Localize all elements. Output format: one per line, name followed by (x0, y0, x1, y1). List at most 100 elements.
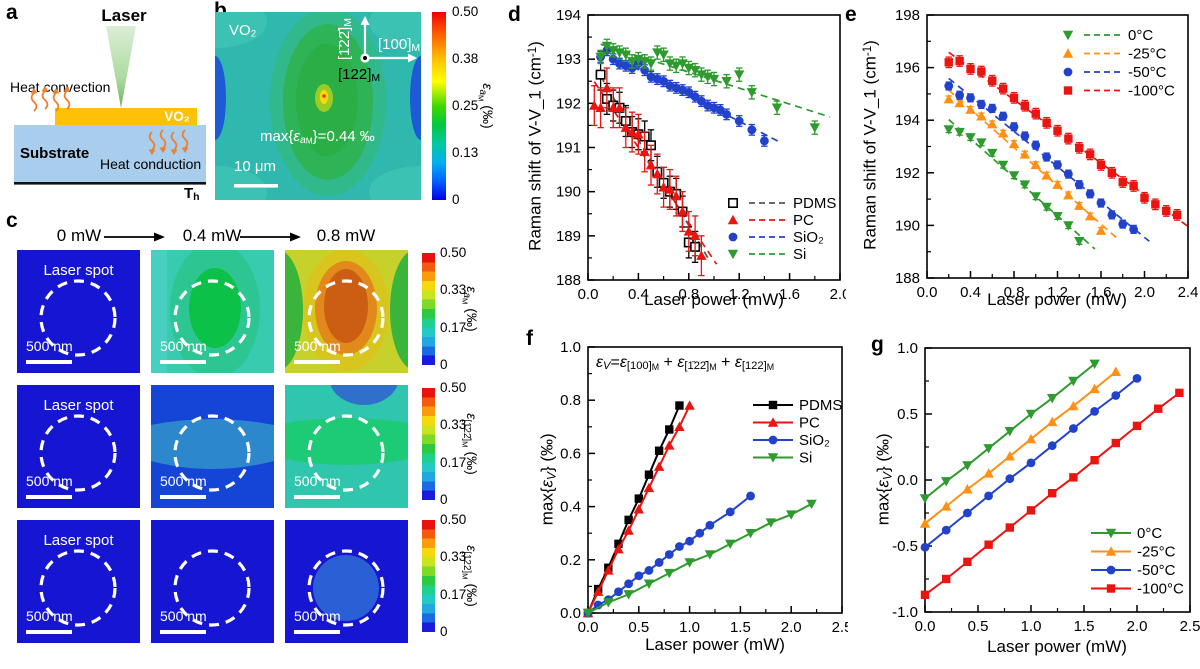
panel-b: b VO₂ [1̄22̄] (212, 0, 512, 208)
colorbar-tick: 0.33 (440, 417, 467, 433)
strain-map-image (17, 250, 140, 373)
panel-a-label: a (6, 1, 18, 24)
svg-text:-50°C: -50°C (1137, 562, 1176, 579)
svg-text:1.2: 1.2 (729, 286, 750, 303)
max-strain-annotation: max{εaM}=0.44 ‰ (260, 128, 375, 147)
strain-map-cell-r0c2: 500 nm (285, 250, 408, 373)
svg-text:191: 191 (556, 140, 581, 157)
hot-plate-line (14, 182, 206, 185)
svg-text:2.5: 2.5 (1180, 618, 1200, 635)
strain-map-cell-r0c0: Laser spot 500 nm (17, 250, 140, 373)
scalebar-label: 500 nm (294, 338, 341, 354)
strain-map-image (17, 520, 140, 643)
svg-text:198: 198 (895, 7, 920, 24)
scalebar-label: 500 nm (160, 338, 207, 354)
colorbar-tick: 0 (440, 492, 448, 507)
laser-spot-circle (39, 414, 117, 492)
colorbar-tick: 0 (440, 357, 448, 372)
svg-text:-50°C: -50°C (1128, 64, 1167, 81)
svg-text:0.4: 0.4 (560, 499, 581, 516)
strain-sum-formula: εV=ε[100]M + ε[1̄22̄]M + ε[122]M (596, 354, 775, 373)
scalebar-line (26, 360, 72, 364)
colorbar-tick: 0.50 (440, 512, 467, 527)
series-PC (589, 67, 707, 277)
svg-text:0.0: 0.0 (917, 284, 938, 301)
svg-text:Si: Si (793, 246, 806, 263)
colorbar-tick: 0.25 (452, 98, 479, 113)
series--25°C (943, 93, 1107, 235)
colorbar-axis-label: εaM (‰) (460, 286, 480, 332)
colorbar-c-row0 (422, 253, 435, 365)
chart-f-svg: 0.0 0.5 1.0 1.5 2.0 2.5 0.0 0.2 0.4 0.6 0.8 1.0 PDMS… (560, 339, 848, 636)
laser-spot-circle (173, 549, 251, 627)
svg-text:1.0: 1.0 (1021, 618, 1042, 635)
strain-map-cell-r2c0: Laser spot 500 nm (17, 520, 140, 643)
svg-text:PC: PC (793, 212, 814, 229)
colorbar-tick: 0.17 (440, 586, 467, 602)
svg-text:1.2: 1.2 (1047, 284, 1068, 301)
svg-text:1.0: 1.0 (897, 340, 918, 357)
panel-g: g max{εV} (‰) Laser power (mW) 0.0 0.5 1.0… (825, 318, 1200, 669)
scalebar-label: 500 nm (160, 608, 207, 624)
scalebar-line (294, 360, 340, 364)
svg-text:189: 189 (556, 228, 581, 245)
axis-122-label: [122]M (338, 66, 381, 85)
svg-text:-100°C: -100°C (1137, 581, 1184, 598)
series-0°C (943, 125, 1085, 247)
scalebar-label: 10 μm (234, 158, 276, 175)
power-header-08: 0.8 mW (316, 226, 376, 245)
chart-f-xlabel: Laser power (mW) (645, 635, 785, 654)
chart-e-xlabel: Laser power (mW) (987, 290, 1127, 309)
series--50°C (920, 373, 1142, 552)
hot-plate-temperature-label: Th (184, 185, 200, 204)
heat-convection-arrows-icon (30, 86, 71, 112)
svg-text:SiO₂: SiO₂ (793, 229, 824, 246)
scalebar-line (26, 495, 72, 499)
svg-text:-0.5: -0.5 (892, 538, 918, 555)
colorbar-tick: 0.17 (440, 319, 467, 335)
laser-spot-circle (307, 279, 385, 357)
axes: 0.0 0.4 0.8 1.2 1.6 2.0 2.4 188 190 192 194 196 198 (895, 7, 1198, 301)
svg-text:194: 194 (556, 7, 581, 24)
heat-convection-label: Heat convection (10, 79, 110, 95)
svg-text:1.5: 1.5 (1074, 618, 1095, 635)
svg-text:190: 190 (556, 184, 581, 201)
svg-text:2.4: 2.4 (1178, 284, 1199, 301)
svg-text:1.0: 1.0 (560, 339, 581, 356)
substrate-label: Substrate (20, 145, 89, 162)
scalebar-label: 500 nm (26, 338, 73, 354)
axis-122bar-label: [1̄22̄]M (335, 18, 355, 61)
schematic-laser-heating: Laser VO₂ Heat convection Substrate Heat… (10, 6, 206, 185)
laser-spot-circle (173, 414, 251, 492)
svg-text:Si: Si (799, 450, 812, 467)
series-0°C (919, 359, 1100, 504)
strain-map-cell-r1c1: 500 nm (151, 385, 274, 508)
colorbar-tick: 0.33 (440, 282, 467, 298)
vo2-label: VO₂ (164, 109, 190, 124)
colorbar-axis-label: ε[122]M (‰) (460, 545, 480, 607)
svg-text:192: 192 (556, 95, 581, 112)
svg-text:PDMS: PDMS (793, 195, 836, 212)
heat-conduction-arrows-icon (148, 129, 189, 155)
svg-text:2.0: 2.0 (781, 619, 802, 636)
plot-box (587, 346, 843, 614)
crystal-axes-icon (360, 16, 417, 63)
svg-text:0.8: 0.8 (560, 392, 581, 409)
scalebar-line (160, 360, 206, 364)
strain-map-image (285, 520, 408, 643)
strain-map-image (285, 385, 408, 508)
scalebar-line (160, 495, 206, 499)
colorbar-tick: 0.50 (440, 380, 467, 395)
svg-text:1.6: 1.6 (1091, 284, 1112, 301)
chart-e-svg: 0.0 0.4 0.8 1.2 1.6 2.0 2.41881901921941961980… (895, 7, 1198, 301)
svg-text:0°C: 0°C (1137, 525, 1162, 542)
colorbar-c-row1 (422, 388, 435, 500)
map-material-label: VO₂ (229, 22, 257, 39)
strain-map-cell-r2c1: 500 nm (151, 520, 274, 643)
laser-spot-circle (39, 279, 117, 357)
svg-text:0.8: 0.8 (678, 286, 699, 303)
panel-c: c 0 mW 0.4 mW 0.8 mW Laser spot 500 nm 500… (0, 208, 492, 669)
svg-text:0.5: 0.5 (897, 406, 918, 423)
svg-text:188: 188 (556, 272, 581, 289)
